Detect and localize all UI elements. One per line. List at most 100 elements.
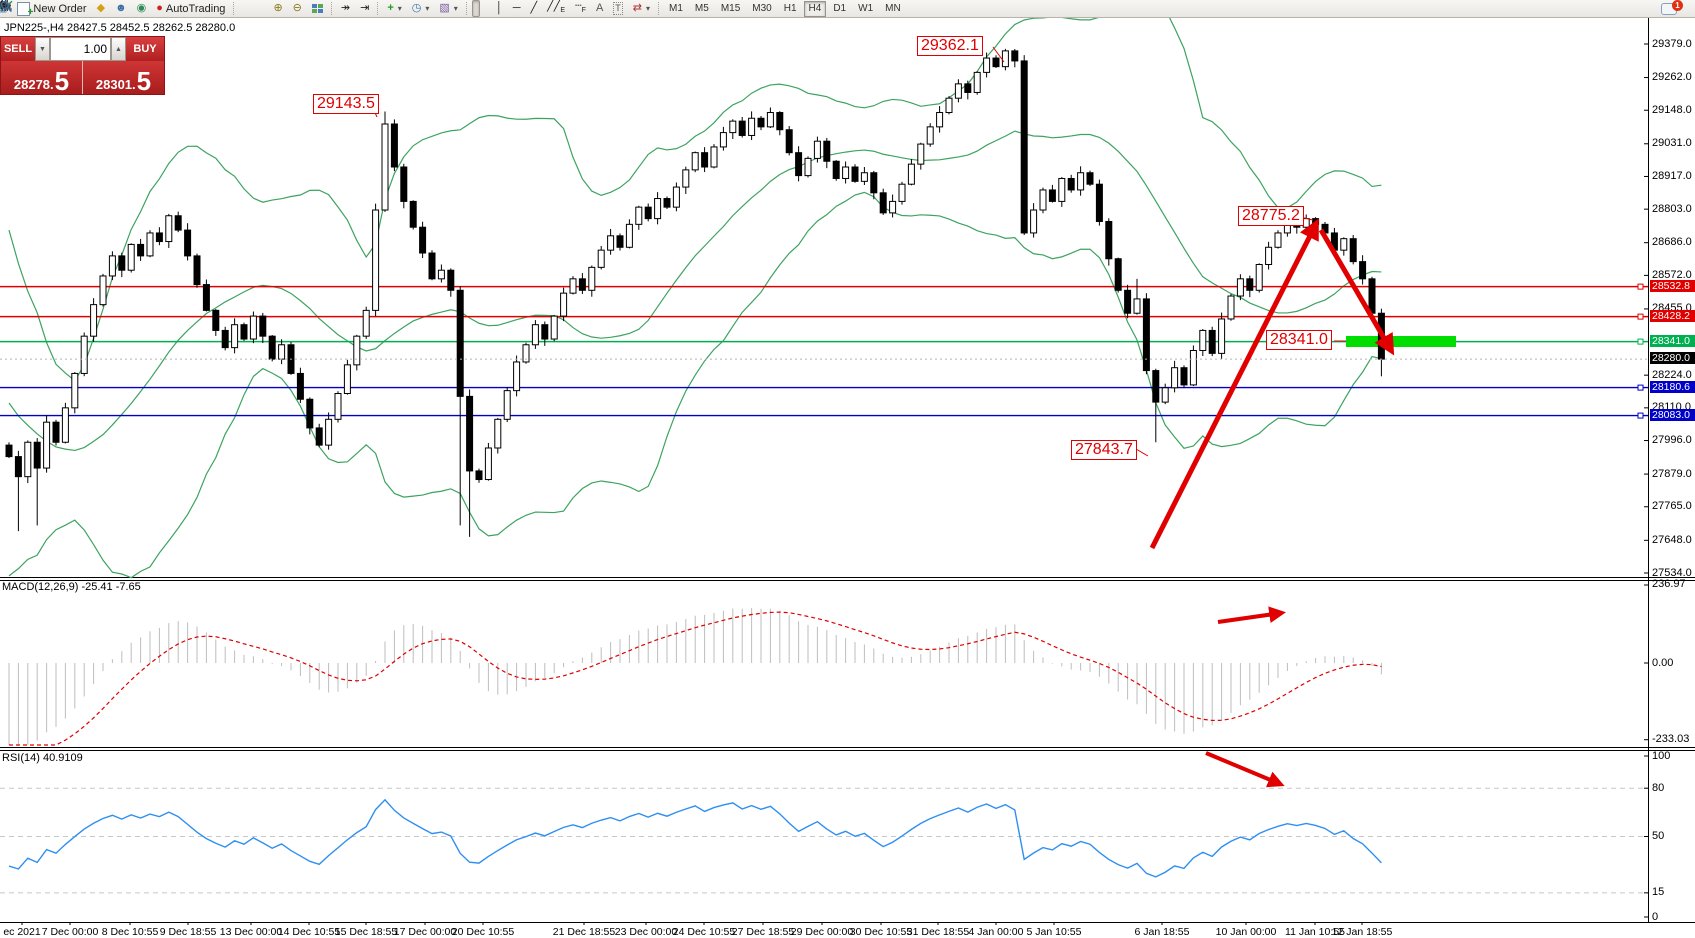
horizontal-line-tool-button[interactable]: ─ — [509, 0, 525, 17]
candle — [1256, 264, 1262, 290]
line-chart-button[interactable] — [259, 0, 267, 17]
signals-button[interactable]: ◉ — [133, 0, 151, 17]
arrows-tool-button[interactable]: ⇄ ▾ — [629, 0, 654, 17]
price-annotation-label[interactable]: 29362.1 — [917, 36, 983, 56]
candlestick-chart-button[interactable] — [249, 0, 257, 17]
search-button[interactable] — [1647, 0, 1655, 17]
periods-button[interactable]: ◷ ▾ — [408, 0, 434, 17]
candle — [476, 471, 482, 480]
indicators-button[interactable]: + ▾ — [383, 0, 405, 17]
candle — [382, 124, 388, 210]
rsi-tick-label: 50 — [1652, 830, 1664, 842]
candle — [984, 58, 990, 72]
toolbar-separator — [377, 2, 379, 15]
timeframe-w1-button[interactable]: W1 — [853, 1, 878, 17]
candle — [645, 207, 651, 218]
rsi-tick-label: 100 — [1652, 750, 1670, 762]
price-annotation-label[interactable]: 27843.7 — [1071, 440, 1137, 460]
timeframe-m15-button[interactable]: M15 — [716, 1, 745, 17]
timeframe-h1-button[interactable]: H1 — [779, 1, 802, 17]
notification-badge: 1 — [1672, 0, 1683, 11]
time-axis-label: 24 Dec 10:55 — [673, 926, 735, 938]
volume-up-button[interactable]: ▲ — [111, 37, 126, 61]
candle — [335, 394, 341, 420]
text-tool-button[interactable]: A — [592, 0, 607, 17]
highlight-zone-rectangle[interactable] — [1346, 336, 1456, 347]
trendline-tool-button[interactable]: ╱ — [526, 0, 541, 17]
candle — [495, 419, 501, 448]
text-label-tool-button[interactable]: T — [609, 0, 627, 17]
volume-input[interactable] — [51, 42, 110, 56]
timeframe-mn-button[interactable]: MN — [880, 1, 906, 17]
candle — [542, 325, 548, 339]
new-chart-button[interactable]: ▦ — [0, 0, 11, 17]
macd-signal-line — [9, 612, 1381, 745]
timeframe-d1-button[interactable]: D1 — [828, 1, 851, 17]
bar-chart-button[interactable] — [239, 0, 247, 17]
auto-scroll-button[interactable]: ↠ — [337, 0, 354, 17]
new-order-button[interactable]: + New Order — [13, 0, 90, 17]
chart-shift-button[interactable]: ⇥ — [356, 0, 373, 17]
timeframe-m30-button[interactable]: M30 — [747, 1, 776, 17]
hline-handle[interactable] — [1638, 284, 1643, 289]
candle — [918, 144, 924, 164]
trend-arrow[interactable] — [1206, 753, 1280, 784]
trend-arrow[interactable] — [1218, 613, 1281, 622]
channel-tool-button[interactable]: ╱╱E — [543, 0, 569, 17]
volume-down-button[interactable]: ▼ — [35, 37, 50, 61]
mql-community-button[interactable]: ◆ — [93, 0, 109, 17]
price-tick-label: 27648.0 — [1652, 534, 1692, 546]
hline-handle[interactable] — [1638, 339, 1643, 344]
candle — [664, 199, 670, 208]
gold-diamond-icon: ◆ — [97, 3, 105, 14]
autotrading-button[interactable]: ● AutoTrading — [152, 0, 229, 17]
price-annotation-label[interactable]: 28341.0 — [1266, 330, 1332, 350]
bollinger-middle-band — [9, 131, 1381, 450]
sell-price[interactable]: 28278.5 — [1, 61, 83, 94]
tile-windows-button[interactable] — [308, 0, 327, 17]
candle — [1002, 51, 1008, 67]
templates-button[interactable]: ▧ ▾ — [435, 0, 461, 17]
timeframe-m1-button[interactable]: M1 — [664, 1, 688, 17]
candle — [1331, 233, 1337, 250]
candle — [467, 396, 473, 471]
crosshair-tool-button[interactable] — [482, 0, 490, 17]
sell-button[interactable]: SELL — [1, 37, 35, 61]
candle — [636, 207, 642, 224]
toolbar-separator — [331, 2, 333, 15]
trend-arrow[interactable] — [1152, 224, 1316, 548]
cursor-tool-button[interactable] — [472, 0, 480, 17]
zoom-out-button[interactable]: ⊖ — [289, 0, 306, 17]
timeframe-h4-button[interactable]: H4 — [804, 1, 827, 17]
candle — [899, 184, 905, 201]
candle — [457, 290, 463, 396]
candle — [410, 201, 416, 227]
timeframe-m5-button[interactable]: M5 — [690, 1, 714, 17]
profile-button[interactable]: ☻ — [111, 0, 131, 17]
fibonacci-tool-button[interactable]: ┄F — [571, 0, 590, 17]
zoom-in-button[interactable]: ⊕ — [269, 0, 286, 17]
text-label-icon: T — [613, 2, 623, 15]
candle — [1228, 296, 1234, 319]
candle — [993, 58, 999, 67]
candle — [1190, 351, 1196, 385]
chart-shift-icon: ⇥ — [360, 3, 369, 14]
hline-handle[interactable] — [1638, 314, 1643, 319]
macd-tick-label: -233.03 — [1652, 733, 1689, 745]
price-annotation-label[interactable]: 28775.2 — [1238, 206, 1304, 226]
candle — [241, 325, 247, 339]
vertical-line-tool-button[interactable]: │ — [492, 0, 507, 17]
rsi-tick-label: 80 — [1652, 782, 1664, 794]
notifications-button[interactable]: 1 — [1657, 0, 1681, 17]
price-annotation-label[interactable]: 29143.5 — [313, 94, 379, 114]
candle — [81, 336, 87, 373]
candle — [908, 164, 914, 184]
hline-handle[interactable] — [1638, 413, 1643, 418]
candle — [1153, 371, 1159, 403]
chat-icon: 1 — [1661, 3, 1677, 15]
hline-handle[interactable] — [1638, 385, 1643, 390]
buy-price[interactable]: 28301.5 — [83, 61, 164, 94]
candle — [72, 373, 78, 407]
buy-button[interactable]: BUY — [126, 37, 164, 61]
time-axis-label: 4 Jan 00:00 — [969, 926, 1024, 938]
